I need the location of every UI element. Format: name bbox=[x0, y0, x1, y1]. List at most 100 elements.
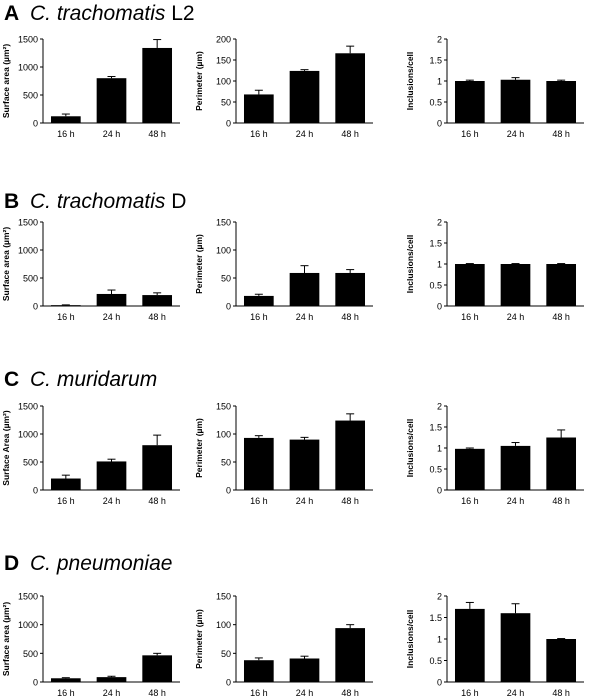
x-tick-label: 24 h bbox=[103, 496, 121, 506]
y-tick-label: 100 bbox=[216, 430, 231, 440]
panel-letter: C bbox=[4, 368, 20, 391]
panel-title-species: C. pneumoniae bbox=[30, 552, 173, 575]
x-tick-label: 24 h bbox=[507, 688, 525, 698]
y-tick-label: 0 bbox=[226, 486, 231, 496]
panel-letter: D bbox=[4, 552, 20, 575]
x-tick-label: 48 h bbox=[148, 312, 166, 322]
bar bbox=[50, 478, 81, 490]
y-tick-label: 1.5 bbox=[429, 56, 442, 66]
x-tick-label: 48 h bbox=[552, 129, 570, 139]
y-tick-label: 1000 bbox=[18, 430, 38, 440]
x-tick-label: 16 h bbox=[461, 688, 479, 698]
panel-title-suffix: D bbox=[165, 190, 187, 213]
y-tick-label: 150 bbox=[216, 592, 231, 602]
y-tick-label: 150 bbox=[216, 218, 231, 228]
y-tick-label: 500 bbox=[23, 458, 38, 468]
panel-d-heading: D C. pneumoniae bbox=[0, 552, 600, 582]
y-tick-label: 50 bbox=[221, 98, 231, 108]
bar bbox=[96, 677, 127, 682]
x-tick-label: 24 h bbox=[507, 312, 525, 322]
bar bbox=[500, 445, 531, 490]
x-tick-label: 48 h bbox=[341, 129, 359, 139]
y-tick-label: 0 bbox=[33, 486, 38, 496]
y-tick-label: 1500 bbox=[18, 218, 38, 228]
bar bbox=[289, 439, 320, 490]
y-axis-title: Inclusions/cell bbox=[405, 235, 415, 294]
y-tick-label: 500 bbox=[23, 91, 38, 101]
x-tick-label: 16 h bbox=[57, 496, 75, 506]
y-tick-label: 500 bbox=[23, 274, 38, 284]
x-tick-label: 48 h bbox=[341, 312, 359, 322]
x-tick-label: 24 h bbox=[103, 312, 121, 322]
x-tick-label: 24 h bbox=[103, 129, 121, 139]
y-tick-label: 1 bbox=[437, 77, 442, 87]
y-tick-label: 100 bbox=[216, 620, 231, 630]
bar bbox=[500, 613, 531, 682]
bar bbox=[243, 437, 274, 490]
y-tick-label: 0.5 bbox=[429, 465, 442, 475]
y-tick-label: 1.5 bbox=[429, 613, 442, 623]
bar bbox=[454, 608, 485, 682]
panel-title-species: C. trachomatis bbox=[30, 2, 166, 25]
x-tick-label: 24 h bbox=[296, 312, 314, 322]
y-axis-title: Surface area (µm²) bbox=[1, 227, 11, 302]
bar bbox=[243, 94, 274, 123]
y-tick-label: 1500 bbox=[18, 402, 38, 412]
panel-title: C. trachomatis L2 bbox=[30, 2, 195, 26]
y-tick-label: 1.5 bbox=[429, 423, 442, 433]
x-tick-label: 16 h bbox=[250, 129, 268, 139]
y-tick-label: 0.5 bbox=[429, 281, 442, 291]
y-tick-label: 1500 bbox=[18, 592, 38, 602]
y-tick-label: 50 bbox=[221, 274, 231, 284]
panel-title: C. muridarum bbox=[30, 368, 157, 392]
bar bbox=[335, 272, 366, 306]
y-tick-label: 0 bbox=[437, 678, 442, 688]
y-tick-label: 50 bbox=[221, 649, 231, 659]
y-tick-label: 1500 bbox=[18, 35, 38, 45]
y-tick-label: 100 bbox=[216, 77, 231, 87]
bar bbox=[454, 264, 485, 306]
x-tick-label: 24 h bbox=[103, 688, 121, 698]
bar bbox=[500, 79, 531, 123]
y-axis-title: Inclusions/cell bbox=[405, 52, 415, 111]
y-axis-title: Surface Area (µm²) bbox=[1, 410, 11, 486]
bar bbox=[50, 678, 81, 682]
panel-title: C. pneumoniae bbox=[30, 552, 172, 576]
x-tick-label: 48 h bbox=[148, 129, 166, 139]
y-tick-label: 0 bbox=[437, 486, 442, 496]
bar bbox=[50, 305, 81, 306]
x-tick-label: 16 h bbox=[250, 496, 268, 506]
y-axis-title: Perimeter (µm) bbox=[194, 234, 204, 294]
x-tick-label: 16 h bbox=[461, 129, 479, 139]
bar bbox=[546, 264, 577, 306]
y-axis-title: Perimeter (µm) bbox=[194, 418, 204, 478]
x-tick-label: 16 h bbox=[250, 688, 268, 698]
bar bbox=[454, 448, 485, 490]
y-axis-title: Inclusions/cell bbox=[405, 419, 415, 478]
bar bbox=[289, 658, 320, 682]
y-tick-label: 150 bbox=[216, 56, 231, 66]
x-tick-label: 48 h bbox=[341, 688, 359, 698]
bar bbox=[243, 295, 274, 306]
bar bbox=[335, 420, 366, 490]
y-tick-label: 0 bbox=[226, 678, 231, 688]
x-tick-label: 16 h bbox=[461, 496, 479, 506]
y-tick-label: 1 bbox=[437, 444, 442, 454]
x-tick-label: 16 h bbox=[461, 312, 479, 322]
y-tick-label: 2 bbox=[437, 218, 442, 228]
y-tick-label: 0 bbox=[226, 119, 231, 129]
bar bbox=[546, 639, 577, 682]
x-tick-label: 48 h bbox=[341, 496, 359, 506]
x-tick-label: 24 h bbox=[296, 688, 314, 698]
x-tick-label: 48 h bbox=[148, 688, 166, 698]
x-tick-label: 16 h bbox=[57, 688, 75, 698]
y-tick-label: 100 bbox=[216, 246, 231, 256]
bar bbox=[546, 81, 577, 123]
panel-c-heading: C C. muridarum bbox=[0, 368, 600, 398]
panel-title-suffix: L2 bbox=[165, 2, 195, 25]
panel-letter: A bbox=[4, 2, 20, 25]
x-tick-label: 16 h bbox=[57, 312, 75, 322]
bar bbox=[289, 70, 320, 123]
bar bbox=[142, 445, 173, 490]
